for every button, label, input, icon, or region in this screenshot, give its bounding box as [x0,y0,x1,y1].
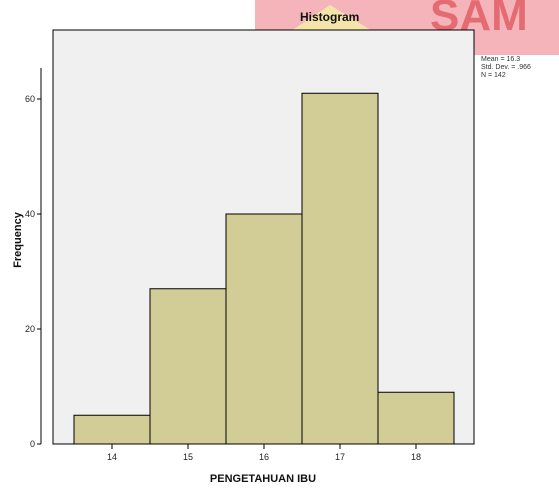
x-axis-title: PENGETAHUAN IBU [210,473,316,485]
x-tick-label-18: 18 [411,452,421,462]
x-tick-label-17: 17 [335,452,345,462]
y-axis: 0 20 40 60 [25,68,42,449]
y-tick-label-20: 20 [25,324,35,334]
bar-16 [225,213,303,445]
bar-17 [301,92,379,445]
bar-14 [73,414,151,445]
x-tick-label-14: 14 [107,452,117,462]
stats-legend: Mean = 16.3 Std. Dev. = .966 N = 142 [481,56,531,79]
y-tick-label-0: 0 [30,439,35,449]
y-tick-label-40: 40 [25,209,35,219]
stats-mean: Mean = 16.3 [481,56,520,63]
bar-18 [377,391,455,445]
x-tick-label-15: 15 [183,452,193,462]
y-axis-title: Frequency [12,211,24,268]
y-tick-label-60: 60 [25,94,35,104]
x-axis: 14 15 16 17 18 [53,443,474,462]
chart-title: Histogram [300,10,359,24]
bar-15 [149,288,227,445]
x-tick-label-16: 16 [259,452,269,462]
stats-std-dev: Std. Dev. = .966 [481,64,531,71]
stats-n: N = 142 [481,72,506,79]
bars-group [73,92,455,445]
